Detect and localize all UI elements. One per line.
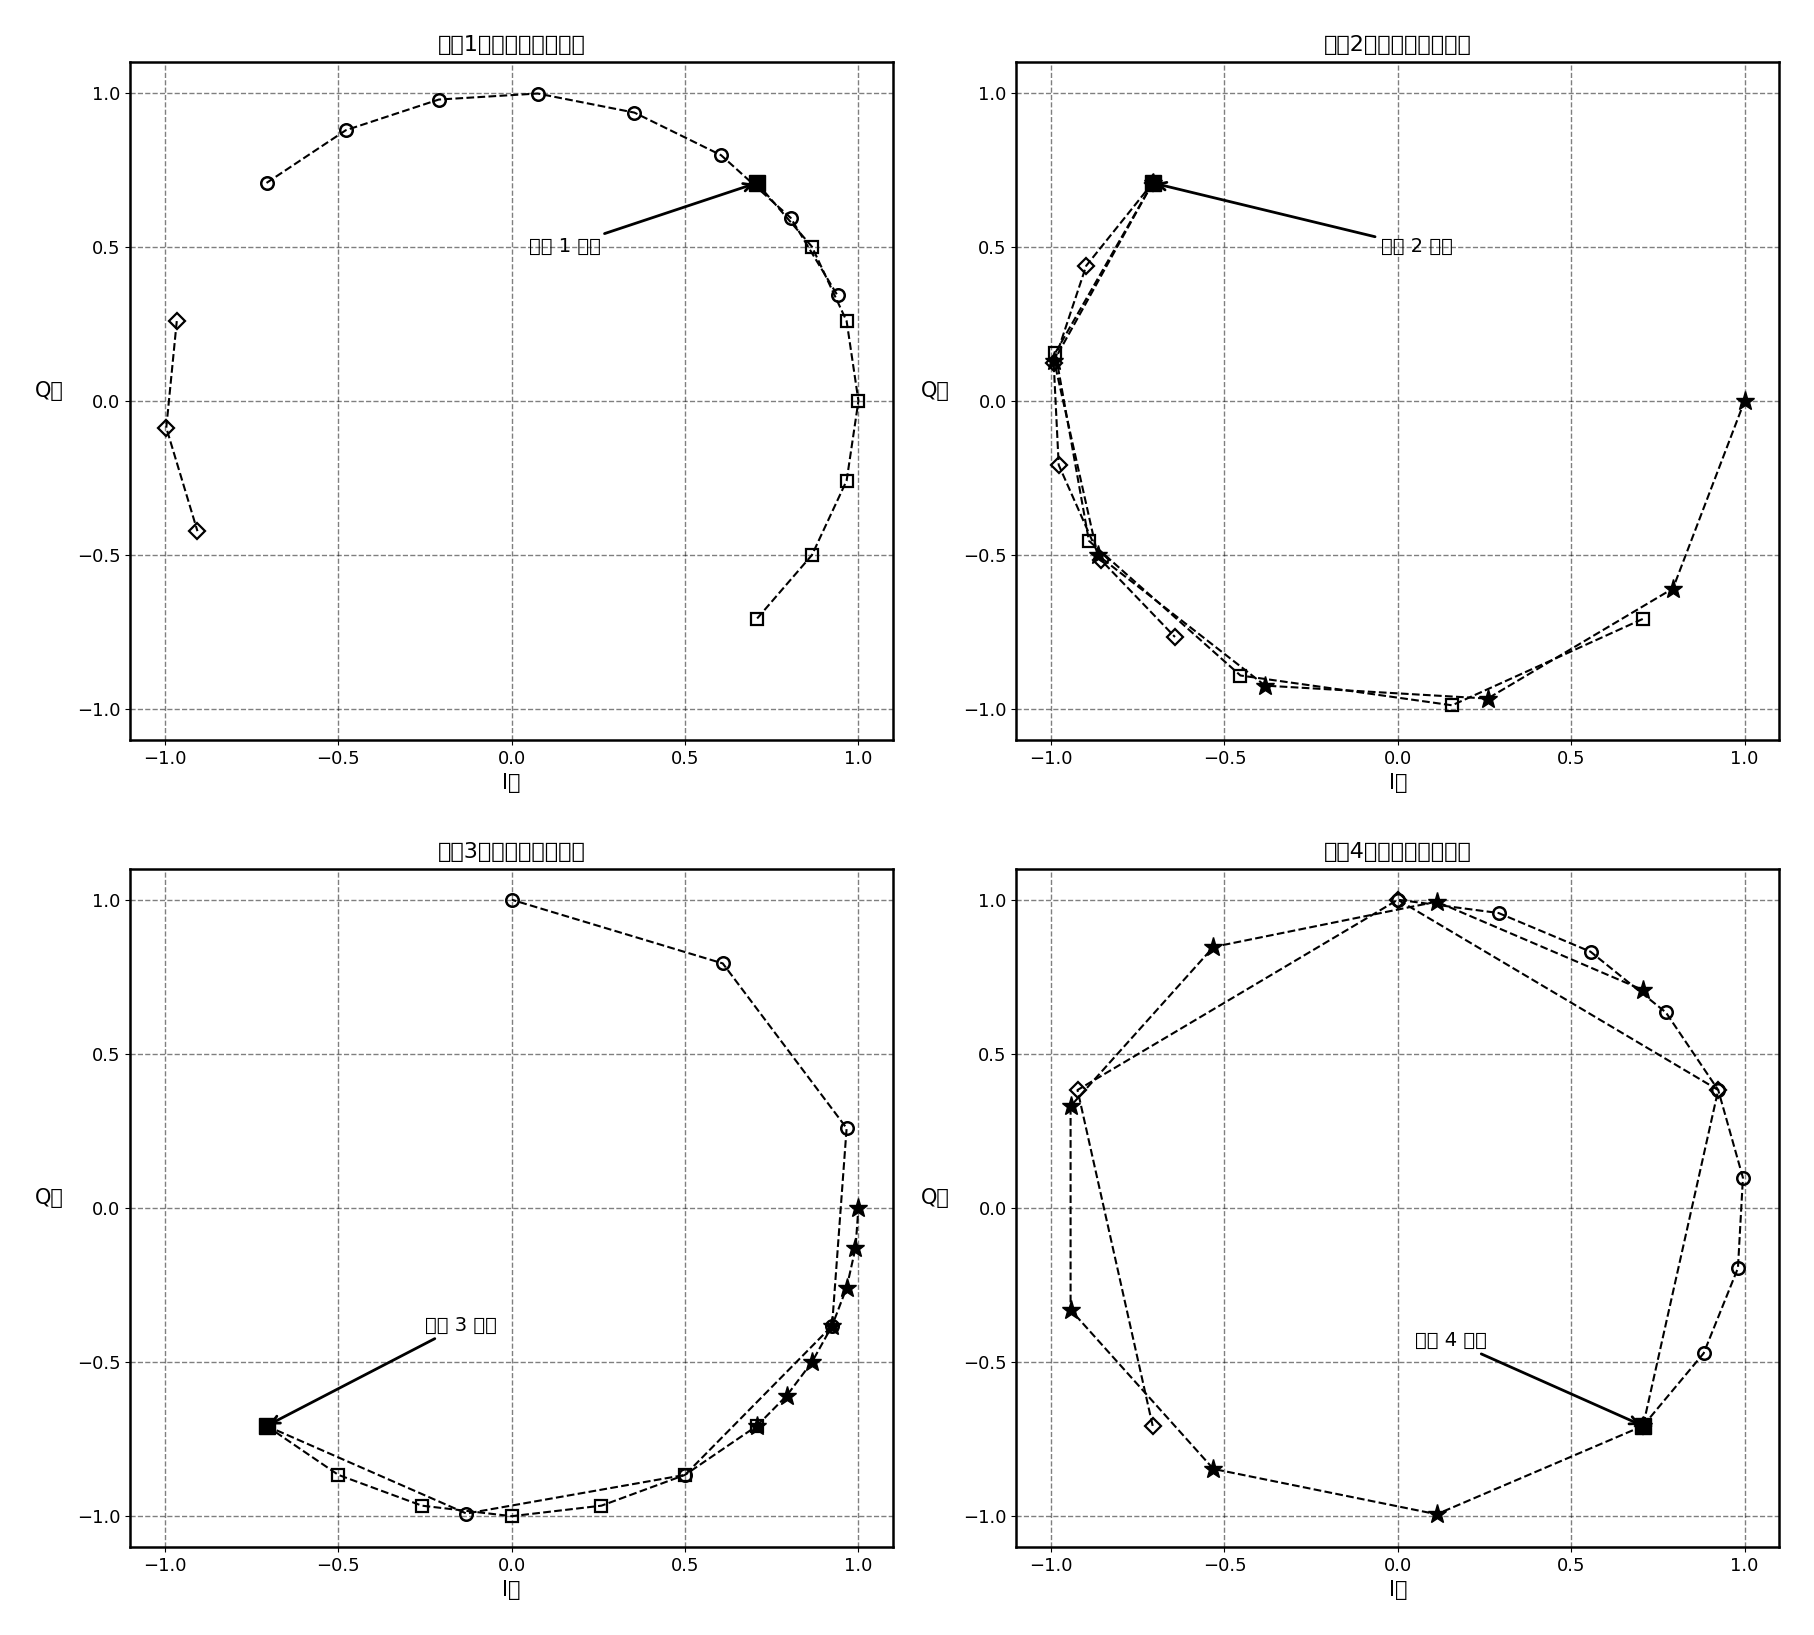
Text: 状态 1 位置: 状态 1 位置 bbox=[530, 183, 751, 257]
X-axis label: I路: I路 bbox=[502, 773, 521, 793]
X-axis label: I路: I路 bbox=[502, 1581, 521, 1601]
Title: 状态1到其他状态的轨迹: 状态1到其他状态的轨迹 bbox=[437, 34, 586, 54]
Text: 状态 4 位置: 状态 4 位置 bbox=[1415, 1331, 1638, 1424]
Text: 状态 2 位置: 状态 2 位置 bbox=[1159, 183, 1453, 257]
X-axis label: I路: I路 bbox=[1388, 773, 1408, 793]
Y-axis label: Q路: Q路 bbox=[922, 1189, 951, 1208]
Text: 状态 3 位置: 状态 3 位置 bbox=[272, 1316, 497, 1422]
Title: 状态2到其他状态的轨迹: 状态2到其他状态的轨迹 bbox=[1324, 34, 1471, 54]
Y-axis label: Q路: Q路 bbox=[922, 381, 951, 401]
Title: 状态3到其他状态的轨迹: 状态3到其他状态的轨迹 bbox=[437, 842, 586, 862]
Title: 状态4到其他状态的轨迹: 状态4到其他状态的轨迹 bbox=[1324, 842, 1471, 862]
Y-axis label: Q路: Q路 bbox=[34, 1189, 63, 1208]
Y-axis label: Q路: Q路 bbox=[34, 381, 63, 401]
X-axis label: I路: I路 bbox=[1388, 1581, 1408, 1601]
